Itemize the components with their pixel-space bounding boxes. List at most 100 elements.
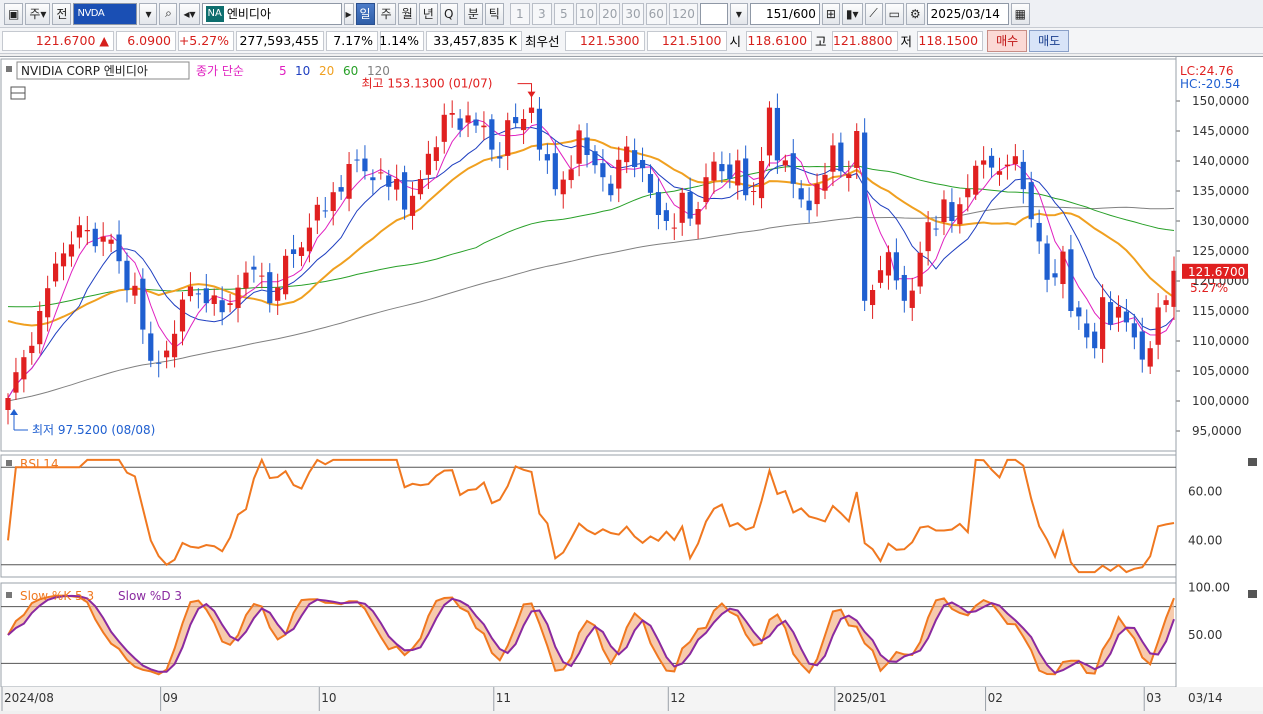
candle[interactable] [1107,291,1114,331]
candle[interactable] [981,146,987,179]
interval-30[interactable]: 30 [622,2,644,25]
candle[interactable] [885,245,892,290]
buy-button[interactable]: 매수 [987,29,1028,52]
candle[interactable] [1044,235,1050,293]
candle[interactable] [13,357,19,400]
candle[interactable] [84,215,90,245]
interval-5[interactable]: 5 [553,2,574,25]
candle[interactable] [1052,259,1058,286]
candle[interactable] [481,111,487,141]
candle[interactable] [251,255,257,283]
candle[interactable] [758,147,765,209]
candle[interactable] [766,101,773,167]
candle[interactable] [60,242,67,281]
candle[interactable] [1012,144,1018,171]
save-icon[interactable]: ▭ [884,2,904,25]
date-input[interactable]: 2025/03/14 [926,2,1009,25]
candle[interactable] [552,140,558,196]
candle[interactable] [687,177,693,226]
candle[interactable] [1092,322,1098,359]
candle[interactable] [92,222,98,253]
candle[interactable] [1004,154,1011,180]
candle[interactable] [449,100,455,128]
candle[interactable] [695,201,701,239]
candle[interactable] [830,133,836,187]
candle[interactable] [584,123,590,168]
candle[interactable] [346,152,352,212]
candle[interactable] [592,145,598,174]
candle[interactable] [124,252,130,303]
candle[interactable] [259,262,265,289]
candle[interactable] [1123,298,1130,332]
candle[interactable] [267,263,273,313]
candle[interactable] [417,170,424,200]
candle[interactable] [505,112,511,171]
candle[interactable] [774,93,781,174]
candle[interactable] [917,241,923,294]
candle[interactable] [338,175,344,200]
candle[interactable] [822,162,828,200]
candle[interactable] [703,163,709,210]
prev-button[interactable]: 전 [52,2,72,25]
name-expand-icon[interactable]: ▸ [343,2,354,25]
count-input[interactable]: 151/600 [749,2,820,25]
candle[interactable] [751,182,757,206]
candle[interactable] [45,275,51,332]
stock-name-field[interactable]: NA 엔비디아 [201,2,342,25]
candle[interactable] [719,151,725,183]
period-minute[interactable]: 분 [463,2,483,25]
candle[interactable] [679,187,685,236]
period-day[interactable]: 일 [355,2,375,25]
candle[interactable] [735,149,741,200]
period-tick[interactable]: 틱 [484,2,504,25]
rsi-panel-close-icon[interactable] [1248,458,1257,466]
candle[interactable] [973,160,979,200]
candle[interactable] [1020,149,1026,204]
candle[interactable] [76,216,82,249]
candle[interactable] [378,158,384,180]
candle[interactable] [576,124,582,177]
stoch-panel-close-icon[interactable] [1248,590,1257,598]
candle[interactable] [513,103,519,129]
candle[interactable] [322,196,328,218]
candle[interactable] [370,169,376,195]
candle[interactable] [108,233,114,253]
candle[interactable] [29,332,35,365]
candle[interactable] [1076,301,1082,330]
candle[interactable] [5,393,11,425]
market-select[interactable]: 주 ▾ [25,2,51,25]
interval-3[interactable]: 3 [531,2,552,25]
candle[interactable] [790,139,796,199]
candle[interactable] [965,174,971,212]
candle[interactable] [1068,234,1074,318]
window-menu-icon[interactable]: ▣ [4,2,24,25]
candle[interactable] [354,149,360,173]
candle[interactable] [1036,209,1042,254]
indicator-icon[interactable]: ▮▾ [841,2,863,25]
candle[interactable] [949,188,955,233]
candle[interactable] [616,146,622,203]
candle[interactable] [140,268,146,344]
candle[interactable] [838,132,844,178]
candle[interactable] [401,165,408,220]
candle[interactable] [195,288,201,309]
candle[interactable] [862,118,868,312]
candle[interactable] [600,149,606,192]
interval-1[interactable]: 1 [509,2,530,25]
candle[interactable] [528,95,535,124]
candle[interactable] [179,291,186,346]
candle[interactable] [711,152,717,194]
candle[interactable] [156,350,162,378]
candle[interactable] [608,175,614,202]
candle[interactable] [441,103,447,154]
candle[interactable] [211,288,217,316]
candle[interactable] [1171,256,1177,320]
draw-tool-icon[interactable]: ⟋ [864,2,883,25]
sound-icon[interactable]: ◂▾ [179,2,200,25]
candle[interactable] [290,234,297,268]
period-quarter[interactable]: Q [439,2,458,25]
candle[interactable] [846,160,852,192]
interval-60[interactable]: 60 [645,2,667,25]
symbol-input[interactable]: NVDA [73,2,138,25]
